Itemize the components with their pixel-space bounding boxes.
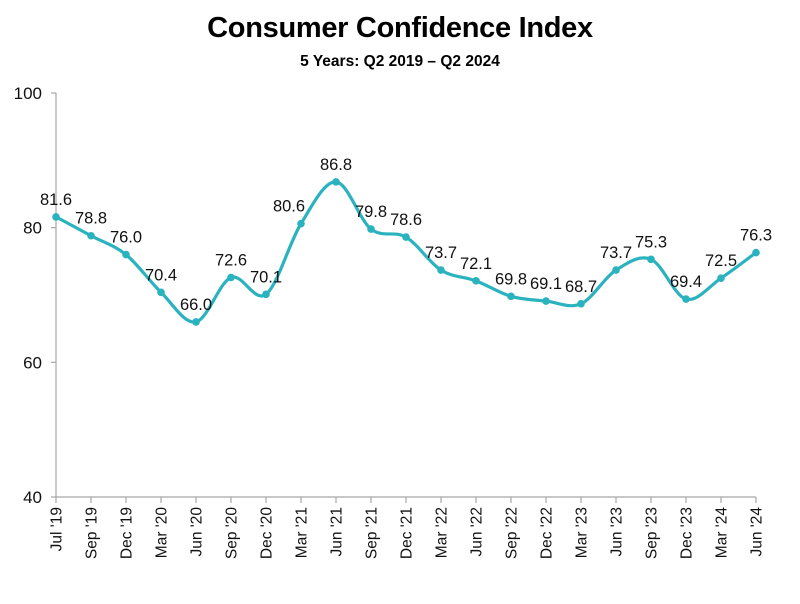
data-point bbox=[52, 213, 60, 221]
data-label: 73.7 bbox=[600, 244, 632, 262]
chart-title: Consumer Confidence Index bbox=[207, 12, 593, 44]
data-point bbox=[402, 233, 410, 241]
data-point bbox=[297, 219, 305, 228]
data-label: 72.5 bbox=[705, 252, 737, 270]
data-point bbox=[332, 178, 340, 186]
x-tick-label: Sep '21 bbox=[364, 507, 381, 559]
data-label: 76.0 bbox=[110, 229, 142, 247]
x-tick-label: Dec '23 bbox=[679, 507, 696, 559]
data-label: 68.7 bbox=[565, 278, 597, 296]
x-tick-label: Mar '22 bbox=[434, 507, 451, 558]
x-tick-label: Mar '23 bbox=[574, 507, 591, 558]
data-label: 78.8 bbox=[75, 210, 107, 228]
data-point bbox=[122, 250, 130, 259]
data-point bbox=[472, 277, 480, 285]
x-tick-label: Jun '21 bbox=[329, 507, 346, 557]
data-point bbox=[227, 273, 235, 282]
data-label: 69.4 bbox=[670, 273, 702, 291]
x-tick-label: Jun '22 bbox=[469, 507, 486, 557]
x-axis-ticks: Jul '19 Sep '19 Dec '19 Mar '20 Jun '20 Sep '… bbox=[49, 497, 766, 559]
data-label: 66.0 bbox=[180, 296, 212, 314]
data-label: 86.8 bbox=[320, 156, 352, 174]
data-markers bbox=[52, 178, 760, 326]
y-tick-label: 100 bbox=[14, 84, 42, 103]
y-axis-ticks: 40 60 80 100 bbox=[14, 84, 56, 507]
data-point bbox=[192, 318, 200, 326]
data-point bbox=[752, 248, 760, 257]
data-point bbox=[507, 292, 515, 301]
data-label: 78.6 bbox=[390, 211, 422, 229]
y-tick-label: 40 bbox=[23, 488, 42, 507]
data-point bbox=[87, 231, 95, 240]
x-tick-label: Jun '20 bbox=[189, 507, 206, 557]
x-tick-label: Jun '24 bbox=[749, 507, 766, 557]
x-tick-label: Jul '19 bbox=[49, 507, 66, 551]
data-label: 81.6 bbox=[40, 191, 72, 209]
x-tick-label: Sep '19 bbox=[84, 507, 101, 559]
data-label: 69.8 bbox=[495, 270, 527, 288]
data-labels: 81.678.876.0 70.466.0 72.670.1 80.6 86.8 79.8… bbox=[40, 156, 772, 314]
x-tick-label: Dec '20 bbox=[259, 507, 276, 559]
series-line bbox=[54, 180, 758, 324]
x-tick-label: Jun '23 bbox=[609, 507, 626, 557]
x-tick-label: Dec '21 bbox=[399, 507, 416, 559]
data-point bbox=[437, 266, 445, 274]
data-point bbox=[542, 297, 550, 305]
data-label: 76.3 bbox=[740, 227, 772, 245]
chart-subtitle: 5 Years: Q2 2019 – Q2 2024 bbox=[300, 53, 500, 70]
data-label: 79.8 bbox=[355, 203, 387, 221]
x-tick-label: Dec '19 bbox=[119, 507, 136, 559]
data-point bbox=[367, 225, 375, 233]
data-label: 75.3 bbox=[635, 233, 667, 251]
x-tick-label: Mar '21 bbox=[294, 507, 311, 558]
data-label: 70.1 bbox=[250, 268, 282, 286]
y-tick-label: 80 bbox=[23, 219, 42, 238]
data-point bbox=[612, 266, 620, 274]
x-tick-label: Dec '22 bbox=[539, 507, 556, 559]
x-tick-label: Mar '20 bbox=[154, 507, 171, 559]
data-label: 72.6 bbox=[215, 251, 247, 269]
y-tick-label: 60 bbox=[23, 353, 42, 372]
x-tick-label: Sep '20 bbox=[224, 507, 241, 559]
data-label: 72.1 bbox=[460, 255, 492, 273]
x-tick-label: Sep '23 bbox=[644, 507, 661, 559]
data-label: 70.4 bbox=[145, 266, 177, 284]
data-point bbox=[262, 290, 270, 299]
data-label: 80.6 bbox=[273, 198, 305, 216]
data-point bbox=[717, 274, 725, 282]
x-tick-label: Sep '22 bbox=[504, 507, 521, 559]
data-point bbox=[577, 299, 585, 308]
data-label: 73.7 bbox=[425, 244, 457, 262]
data-label: 69.1 bbox=[530, 275, 562, 293]
data-point bbox=[682, 295, 690, 303]
data-point bbox=[157, 288, 165, 297]
data-point bbox=[647, 255, 655, 264]
x-tick-label: Mar '24 bbox=[714, 507, 731, 559]
